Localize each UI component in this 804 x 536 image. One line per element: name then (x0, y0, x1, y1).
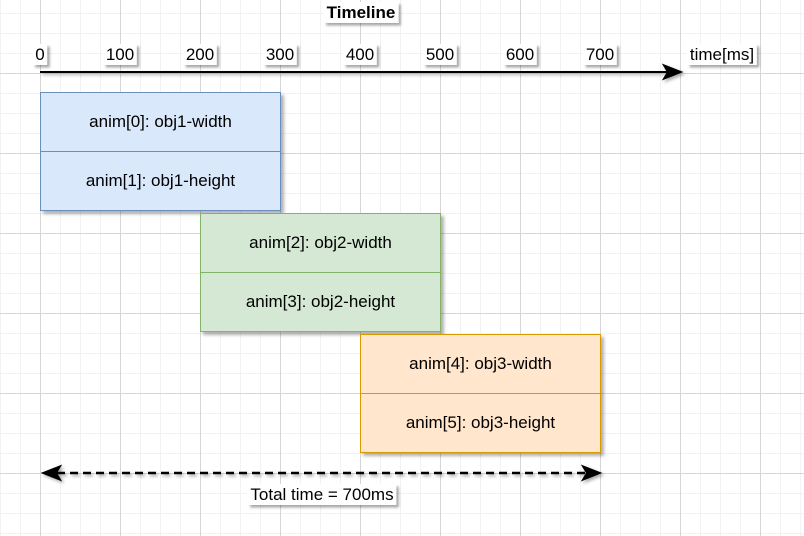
bar-label: anim[0]: obj1-width (89, 112, 232, 131)
diagram-title: Timeline (323, 2, 399, 23)
bar-label: anim[1]: obj1-height (85, 171, 236, 190)
timeline-bar-anim1: anim[1]: obj1-height (40, 151, 281, 211)
timeline-bar-anim3: anim[3]: obj2-height (200, 272, 441, 332)
bar-label: anim[5]: obj3-height (405, 413, 556, 432)
axis-tick-400: 400 (342, 44, 378, 65)
timeline-group-obj2: anim[2]: obj2-width anim[3]: obj2-height (200, 213, 441, 332)
timeline-group-obj3: anim[4]: obj3-width anim[5]: obj3-height (360, 334, 601, 453)
axis-tick-100: 100 (102, 44, 138, 65)
total-time-arrowhead-right-icon (580, 464, 603, 482)
axis-tick-300: 300 (262, 44, 298, 65)
axis-tick-600: 600 (502, 44, 538, 65)
bar-label: anim[3]: obj2-height (245, 292, 396, 311)
axis-unit-label: time[ms] (686, 44, 758, 65)
timeline-bar-anim2: anim[2]: obj2-width (200, 213, 441, 273)
total-time-arrowhead-left-icon (40, 464, 63, 482)
timeline-group-obj1: anim[0]: obj1-width anim[1]: obj1-height (40, 92, 281, 211)
bar-label: anim[4]: obj3-width (409, 354, 552, 373)
time-axis-arrowhead-icon (661, 63, 684, 81)
axis-tick-500: 500 (422, 44, 458, 65)
bar-label: anim[2]: obj2-width (249, 233, 392, 252)
axis-tick-700: 700 (582, 44, 618, 65)
timeline-bar-anim5: anim[5]: obj3-height (360, 393, 601, 453)
timeline-bar-anim4: anim[4]: obj3-width (360, 334, 601, 394)
total-time-label: Total time = 700ms (247, 484, 397, 505)
axis-tick-0: 0 (32, 44, 48, 65)
axis-tick-200: 200 (182, 44, 218, 65)
timeline-bar-anim0: anim[0]: obj1-width (40, 92, 281, 152)
